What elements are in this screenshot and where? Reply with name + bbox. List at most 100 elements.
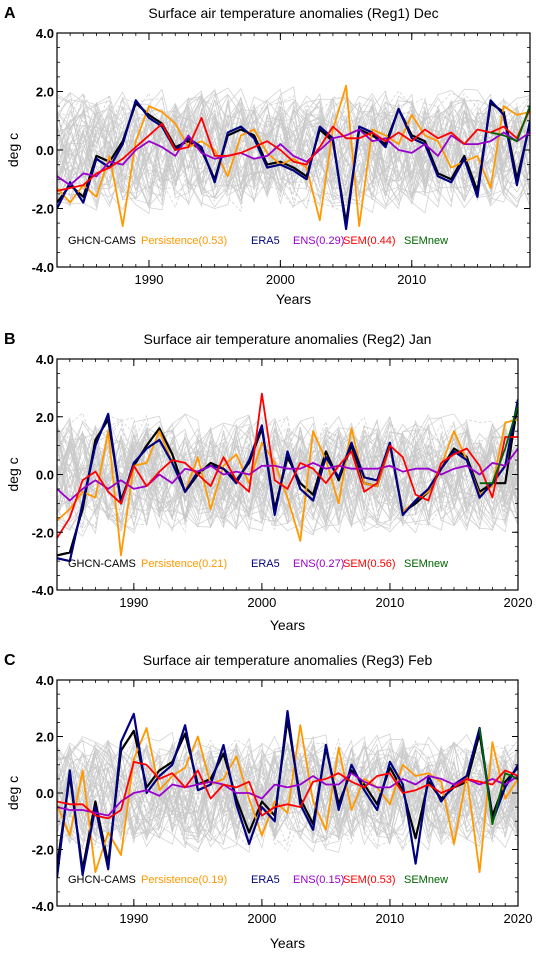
ensemble-member-line [57,739,518,837]
legend-item: ENS(0.29) [293,235,344,247]
x-tick-label: 2000 [266,272,295,287]
y-tick-label: -4.0 [32,899,54,914]
legend-item: ERA5 [251,558,280,570]
x-tick-label: 2020 [504,911,533,926]
series-line-semnew [479,404,518,485]
legend-item: Persistence(0.21) [141,558,227,570]
plot-area [57,84,530,231]
legend-item: ENS(0.15) [293,874,344,886]
ensemble-member-line [57,101,530,200]
legend-item: GHCN-CAMS [68,558,136,570]
x-tick-label: 2000 [247,911,276,926]
legend-item: SEM(0.44) [343,235,396,247]
legend-item: SEM(0.56) [343,558,396,570]
ensemble-member-line [57,418,518,533]
ensemble-member-line [57,415,518,533]
x-tick-label: 1990 [119,595,148,610]
ensemble-member-line [57,414,518,522]
x-axis-label: Years [276,291,311,307]
legend-item: ERA5 [251,235,280,247]
y-axis-label: deg c [5,457,21,491]
ensemble-member-line [57,92,530,208]
ensemble-member-line [57,413,518,533]
x-tick-label: 2020 [504,595,533,610]
series-line-sem-0-56- [57,392,518,539]
y-tick-label: -4.0 [32,260,54,275]
ensemble-member-line [57,87,530,203]
ensemble-member-line [57,739,518,838]
panel-label: A [4,5,16,22]
x-tick-label: 2010 [375,595,404,610]
y-tick-label: -2.0 [32,525,54,540]
y-tick-label: 0.0 [36,786,54,801]
y-axis-label: deg c [5,776,21,810]
series-line-persistence-0-53- [57,84,530,228]
y-tick-label: -2.0 [32,843,54,858]
chart-title: Surface air temperature anomalies (Reg2)… [144,331,432,347]
y-axis-label: deg c [5,133,21,167]
chart-title: Surface air temperature anomalies (Reg1)… [148,5,438,21]
y-tick-label: -2.0 [32,202,54,217]
ensemble-member-line [57,742,518,837]
ensemble-member-line [57,91,530,208]
ensemble-member-line [57,746,518,845]
y-tick-label: 2.0 [36,85,54,100]
panel-label: C [4,652,16,669]
chart-panel-a: A Surface air temperature anomalies (Reg1… [4,5,531,307]
ensemble-member-line [57,414,518,531]
ensemble-member-line [57,90,530,200]
legend-item: SEMnew [404,874,448,886]
x-tick-label: 2010 [397,272,426,287]
x-tick-label: 2010 [375,911,404,926]
y-tick-label: 4.0 [36,26,54,41]
ensemble-member-line [57,94,530,190]
y-tick-label: 2.0 [36,410,54,425]
ensemble-member-line [57,95,530,202]
series-line-ens-0-29- [57,128,530,187]
plot-area [57,392,518,563]
legend-item: Persistence(0.19) [141,874,227,886]
y-tick-label: 2.0 [36,730,54,745]
ensemble-member-line [57,414,518,528]
ensemble-member-line [57,100,530,203]
y-tick-label: 4.0 [36,673,54,688]
y-tick-label: -4.0 [32,583,54,598]
legend-item: ENS(0.27) [293,558,344,570]
legend-item: SEM(0.53) [343,874,396,886]
legend-item: GHCN-CAMS [68,235,136,247]
ensemble-member-line [57,427,518,534]
x-tick-label: 1990 [135,272,164,287]
legend-item: Persistence(0.53) [141,235,227,247]
series-line-ens-0-15- [57,772,518,817]
ensemble-member-line [57,102,530,208]
ensemble-member-line [57,743,518,848]
ensemble-member-line [57,438,518,530]
series-line-era5 [57,709,518,878]
x-axis-label: Years [270,935,305,951]
series-line-sem-0-53- [57,761,518,820]
series-line-semnew [478,727,518,825]
ensemble-member-line [57,92,530,211]
ensemble-member-line [57,742,518,842]
ensemble-member-line [57,427,518,527]
chart-panel-c: C Surface air temperature anomalies (Reg3… [4,652,532,951]
ensemble-member-line [57,98,530,199]
chart-panel-b: B Surface air temperature anomalies (Reg2… [4,331,532,633]
ensemble-member-line [57,90,530,207]
ensemble-member-line [57,743,518,839]
ensemble-member-line [57,741,518,852]
ensemble-member-line [57,744,518,837]
y-tick-label: 0.0 [36,143,54,158]
y-tick-label: 4.0 [36,352,54,367]
x-tick-label: 2000 [247,595,276,610]
series-line-ens-0-27- [57,447,518,502]
series-line-semnew [490,105,530,143]
series-line-era5 [57,99,530,231]
legend-item: GHCN-CAMS [68,874,136,886]
ensemble-member-line [57,90,530,213]
ensemble-member-line [57,740,518,845]
series-line-persistence-0-19- [57,724,518,873]
legend-item: ERA5 [251,874,280,886]
ensemble-member-line [57,415,518,528]
